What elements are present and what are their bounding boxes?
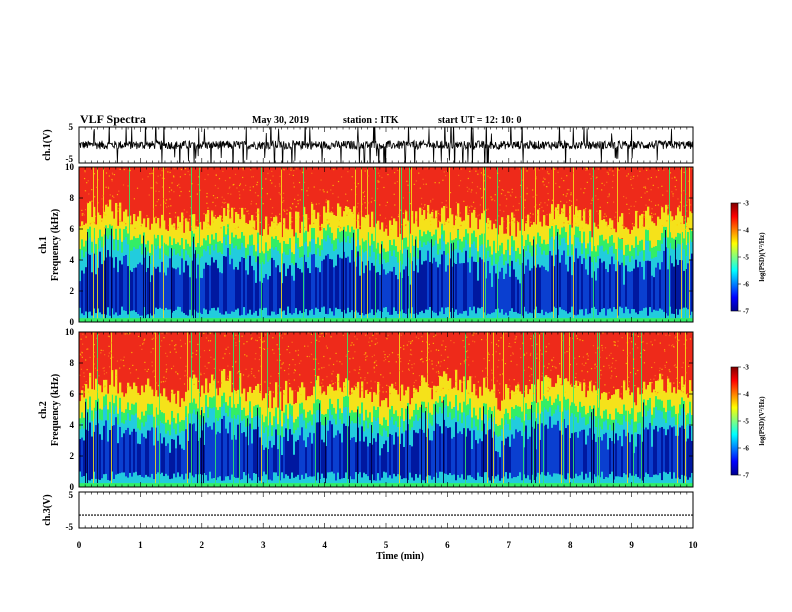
ch1-spectrogram-image xyxy=(79,167,693,322)
ch1-waveform-trace xyxy=(79,127,693,163)
x-tick-label: 0 xyxy=(77,540,82,550)
start-ut-label: start UT = 12: 10: 0 xyxy=(438,115,522,126)
ch1-spectrogram-panel: 0 2 4 6 8 10 ch.1 Frequency (kHz) xyxy=(38,162,694,327)
x-axis-tick-labels: 0 1 2 3 4 5 6 7 8 9 10 xyxy=(77,540,698,550)
x-tick-label: 6 xyxy=(445,540,450,550)
station-label: station : ITK xyxy=(343,115,399,126)
ch2-spectrogram-panel: 0 2 4 6 8 10 ch.2 Frequency (kHz) xyxy=(38,327,694,492)
ch3-y-tick-top: 5 xyxy=(69,490,74,500)
ch1-colorbar-tick-label: -7 xyxy=(743,308,749,316)
ch1-colorbar-tick-label: -6 xyxy=(743,281,749,289)
x-axis-minor-ticks xyxy=(78,127,694,528)
date-label: May 30, 2019 xyxy=(252,115,309,126)
ch1-colorbar: -3 -4 -5 -6 -7 log(PSD)(V²/Hz) xyxy=(730,200,766,316)
ch2-colorbar-tick-label: -6 xyxy=(743,445,749,453)
ch1-spectrogram-y-tick-label: 2 xyxy=(70,286,75,296)
x-tick-label: 5 xyxy=(384,540,389,550)
x-tick-label: 10 xyxy=(689,540,699,550)
ch2-colorbar-tick-label: -5 xyxy=(743,418,749,426)
ch1-colorbar-tick-label: -5 xyxy=(743,254,749,262)
ch2-colorbar-tick-label: -3 xyxy=(743,364,749,372)
ch2-spectrogram-image xyxy=(79,332,693,487)
ch2-spectrogram-y-tick-label: 8 xyxy=(70,358,75,368)
figure-title: VLF Spectra xyxy=(80,112,146,126)
ch1-spectrogram-y-tick-label: 6 xyxy=(70,224,75,234)
ch3-waveform-ylabel: ch.3(V) xyxy=(42,494,53,525)
ch2-spectrogram-ylabel-freq: Frequency (kHz) xyxy=(50,374,61,446)
x-tick-label: 2 xyxy=(200,540,205,550)
x-tick-label: 4 xyxy=(322,540,327,550)
ch3-y-tick-bottom: -5 xyxy=(66,522,74,532)
ch1-colorbar-label: log(PSD)(V²/Hz) xyxy=(758,232,766,282)
x-tick-label: 7 xyxy=(507,540,512,550)
x-tick-label: 9 xyxy=(629,540,634,550)
ch1-spectrogram-y-tick-label: 0 xyxy=(70,317,75,327)
x-tick-label: 3 xyxy=(261,540,266,550)
ch1-colorbar-scale xyxy=(730,202,739,312)
ch1-spectrogram-ylabel-channel: ch.1 xyxy=(38,236,49,254)
ch1-spectrogram-y-tick-label: 10 xyxy=(65,162,75,172)
ch2-colorbar-label: log(PSD)(V²/Hz) xyxy=(758,396,766,446)
ch2-spectrogram-y-tick-label: 10 xyxy=(65,327,75,337)
ch3-waveform-frame xyxy=(78,491,694,529)
ch2-spectrogram-y-tick-label: 0 xyxy=(70,482,75,492)
ch2-colorbar: -3 -4 -5 -6 -7 log(PSD)(V²/Hz) xyxy=(730,364,766,480)
ch1-y-tick-top: 5 xyxy=(69,122,74,132)
ch2-spectrogram-y-tick-label: 4 xyxy=(70,420,75,430)
ch2-colorbar-tick-label: -7 xyxy=(743,472,749,480)
ch1-spectrogram-y-tick-label: 4 xyxy=(70,255,75,265)
ch1-spectrogram-y-tick-label: 8 xyxy=(70,193,75,203)
ch1-waveform-ylabel: ch.1(V) xyxy=(42,129,53,160)
ch2-colorbar-tick-label: -4 xyxy=(743,391,749,399)
ch1-colorbar-tick-label: -4 xyxy=(743,227,749,235)
ch2-colorbar-scale xyxy=(730,366,739,476)
ch2-spectrogram-ylabel-channel: ch.2 xyxy=(38,401,49,419)
ch1-colorbar-tick-label: -3 xyxy=(743,200,749,208)
ch1-spectrogram-ylabel-freq: Frequency (kHz) xyxy=(50,209,61,281)
ch2-spectrogram-y-tick-label: 6 xyxy=(70,389,75,399)
x-tick-label: 1 xyxy=(138,540,143,550)
x-axis-label: Time (min) xyxy=(376,551,424,562)
ch1-y-tick-bottom: -5 xyxy=(66,154,74,164)
ch1-waveform-line xyxy=(79,127,693,163)
ch2-spectrogram-y-tick-label: 2 xyxy=(70,451,75,461)
x-tick-label: 8 xyxy=(568,540,573,550)
